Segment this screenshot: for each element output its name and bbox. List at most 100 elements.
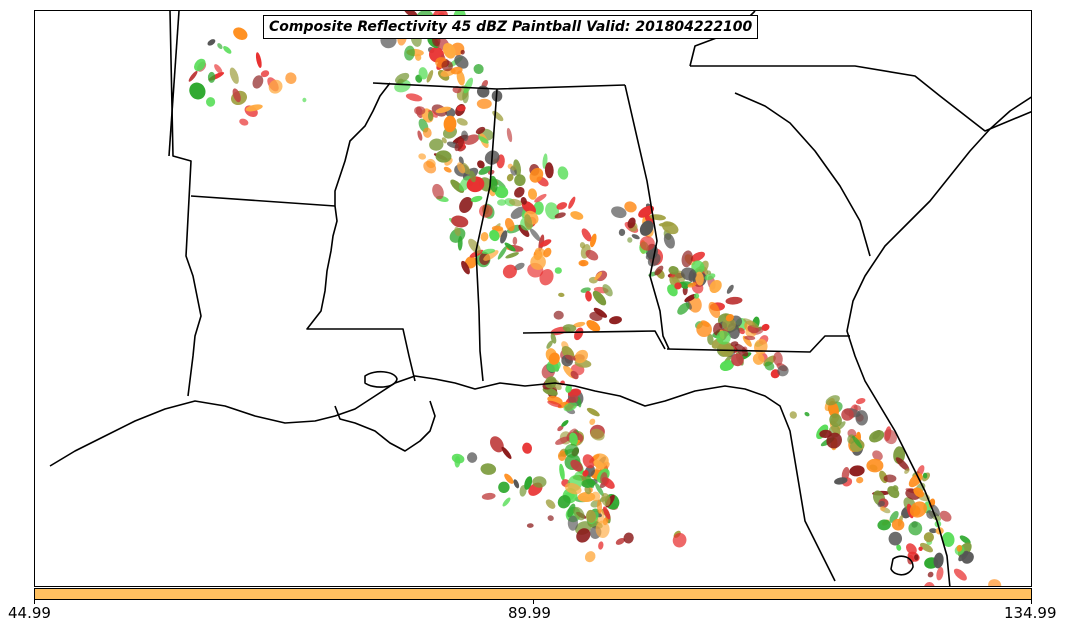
reflectivity-blob [570,211,584,220]
reflectivity-blob [591,491,601,502]
reflectivity-blob [725,296,743,305]
reflectivity-blob [942,532,955,547]
reflectivity-blob [611,206,627,219]
reflectivity-blob [285,72,297,84]
reflectivity-blob [904,468,910,474]
reflectivity-blob [239,118,249,126]
reflectivity-blob [631,234,640,240]
reflectivity-blob [586,320,601,332]
reflectivity-blob [603,506,611,520]
reflectivity-blob [529,228,541,242]
reflectivity-blob [563,402,578,412]
reflectivity-blob [891,518,905,531]
reflectivity-blob [418,153,427,160]
reflectivity-blob [889,511,899,523]
reflectivity-blob [730,341,739,347]
reflectivity-blob [926,510,935,519]
reflectivity-blob [548,352,560,365]
reflectivity-blob [914,554,919,561]
reflectivity-blob [594,482,604,497]
reflectivity-blob [639,236,655,251]
state-and-coast-boundaries [49,11,1031,586]
reflectivity-blob [586,407,600,417]
reflectivity-blob [677,302,690,315]
reflectivity-blob [554,212,566,219]
reflectivity-blob [207,71,216,83]
reflectivity-blob [490,436,504,453]
reflectivity-blob [497,245,508,260]
reflectivity-blob [578,259,589,267]
reflectivity-blob [773,351,783,366]
reflectivity-blob [470,195,483,203]
oklahoma-arkansas-border [168,11,180,157]
reflectivity-blob [570,370,579,380]
reflectivity-blob [233,27,248,40]
reflectivity-blob [520,197,527,205]
reflectivity-blob [709,279,722,294]
reflectivity-blob [687,282,697,288]
arkansas-louisiana-border [190,195,336,207]
texas-louisiana-border [169,11,202,397]
reflectivity-blob [590,428,605,441]
reflectivity-blob [852,435,863,449]
reflectivity-blob [418,67,428,80]
reflectivity-blob [704,273,716,281]
reflectivity-blob [672,532,687,548]
reflectivity-blob [654,265,664,276]
alabama-georgia-border [624,84,670,350]
reflectivity-blob [752,353,765,365]
reflectivity-blob [504,473,514,484]
reflectivity-blob [514,186,525,198]
reflectivity-blob [432,183,444,200]
reflectivity-blob [639,220,654,236]
reflectivity-blob [214,64,223,74]
reflectivity-blob [505,217,515,232]
reflectivity-blob [502,264,517,279]
reflectivity-blob [461,260,470,275]
reflectivity-blob [738,327,745,335]
reflectivity-blob [929,528,938,534]
reflectivity-blob [939,510,952,522]
reflectivity-blob [879,506,886,512]
reflectivity-blob [663,233,675,249]
reflectivity-blob [589,418,596,425]
lake-okeechobee [890,555,914,576]
reflectivity-blob [577,491,596,503]
reflectivity-blob [716,330,731,345]
reflectivity-blob [887,486,900,499]
reflectivity-blob [567,503,576,518]
reflectivity-blob [556,202,568,210]
reflectivity-blob [456,118,468,126]
reflectivity-blob [524,214,533,230]
reflectivity-blob [475,126,486,135]
reflectivity-blob [512,236,518,246]
reflectivity-blob [849,439,865,452]
colorbar-tick-mid [533,600,534,604]
paintball-blobs [188,11,1002,586]
reflectivity-blob [498,481,510,493]
mississippi-alabama-border [475,88,498,382]
reflectivity-blob [909,501,927,518]
reflectivity-blob [681,250,693,268]
reflectivity-blob [457,236,463,251]
reflectivity-blob [743,318,759,329]
reflectivity-blob [454,226,461,236]
reflectivity-blob [920,542,933,553]
reflectivity-blob [883,429,897,445]
reflectivity-blob [718,341,734,357]
reflectivity-blob [505,252,519,259]
reflectivity-blob [565,326,571,333]
reflectivity-blob [435,106,451,114]
reflectivity-blob [731,353,744,367]
reflectivity-blob [624,201,637,213]
reflectivity-blob [404,45,415,61]
reflectivity-blob [468,238,481,254]
reflectivity-blob [707,333,714,346]
reflectivity-blob [594,271,603,281]
reflectivity-blob [693,293,700,299]
reflectivity-blob [426,70,434,83]
reflectivity-blob [849,465,865,477]
reflectivity-blob [581,478,596,488]
reflectivity-blob [245,104,263,112]
reflectivity-blob [602,284,613,297]
